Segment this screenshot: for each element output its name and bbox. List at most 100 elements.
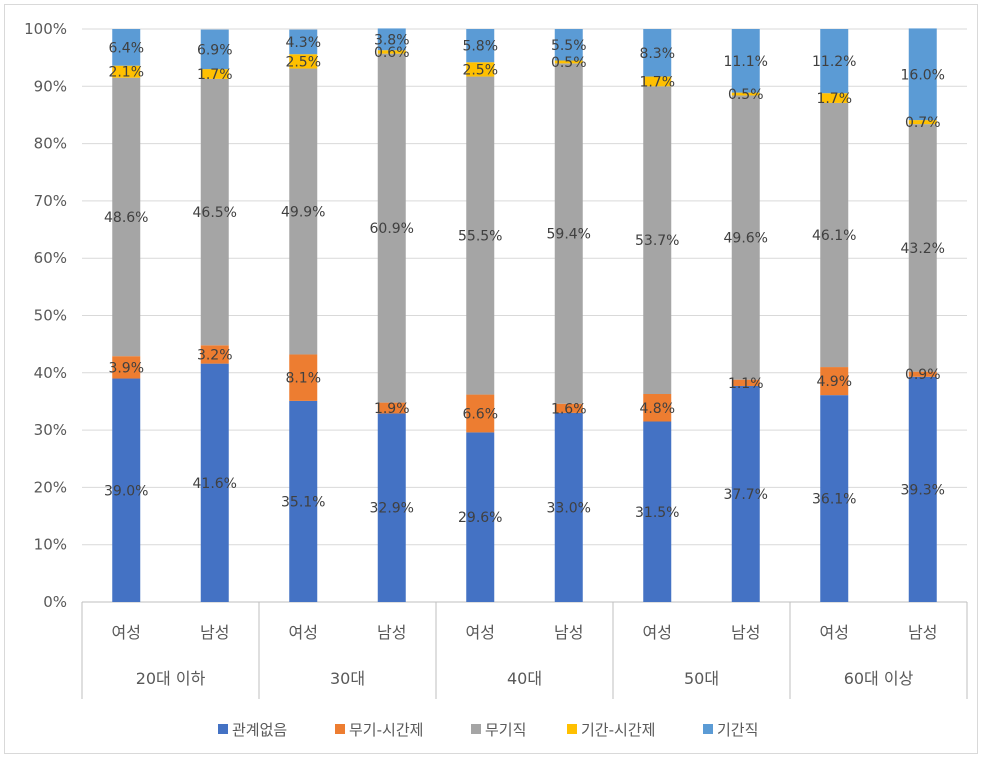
data-label: 5.5% [551,38,587,54]
x-category-label: 남성 [377,623,406,642]
bar-segment [731,379,760,386]
data-label: 37.7% [724,487,768,503]
legend-swatch [567,724,577,734]
data-label: 39.0% [104,483,148,499]
bar-segment [200,363,229,602]
bar-segment [200,69,229,79]
x-group-label: 60대 이상 [844,669,914,688]
data-label: 2.1% [108,65,144,81]
data-label: 31.5% [635,505,679,521]
bar-segment [643,76,672,87]
legend: 관계없음 무기-시간제 무기직 기간-시간제 기간직 [218,721,758,739]
legend-swatch [218,724,228,734]
data-label: 55.5% [458,229,502,245]
bar-segment [466,394,495,433]
legend-label: 무기직 [485,721,526,739]
bar-segment [820,29,849,94]
data-label: 3.9% [108,360,144,376]
data-label: 11.1% [724,54,768,70]
bar-segment [377,413,406,602]
data-label: 1.7% [816,91,852,107]
bar-segment [112,356,141,379]
y-axis-tick-labels: 0% 10% 20% 30% 40% 50% 60% 70% 80% 90% 100% [24,20,67,611]
x-category-label: 남성 [200,623,229,642]
bar-segment [112,378,141,602]
data-label: 1.7% [639,74,675,90]
bar-segment [112,29,141,66]
bar-segment [554,60,583,64]
bar-segment [731,29,760,93]
bar-segment [908,28,937,121]
y-tick-label: 10% [34,536,67,554]
bars [112,28,937,602]
bar-segment [820,395,849,602]
data-label: 2.5% [462,62,498,78]
bar-segment [820,93,849,103]
bar-segment [643,394,672,422]
bar-segment [466,29,495,63]
data-label: 53.7% [635,233,679,249]
data-label: 16.0% [901,67,945,83]
data-label: 3.2% [197,347,233,363]
x-category-label: 남성 [908,623,937,642]
bar-segment [554,403,583,413]
data-label: 3.8% [374,32,410,48]
data-label: 1.7% [197,67,233,83]
x-group-label: 30대 [330,669,365,688]
bar-segment [200,29,229,70]
data-label: 4.8% [639,401,675,417]
data-label: 1.1% [728,376,764,392]
y-tick-label: 20% [34,478,67,496]
bar-segment [112,65,141,78]
data-label: 0.5% [728,87,764,103]
bar-segment [908,124,937,372]
bar-segment [289,400,318,602]
x-category-label: 남성 [554,623,583,642]
y-tick-label: 60% [34,249,67,267]
bar-segment [289,54,318,69]
x-category-label: 여성 [112,623,141,642]
bar-segment [731,92,760,96]
bar-segment [200,78,229,346]
data-label: 41.6% [193,476,237,492]
bar-segment [643,421,672,602]
bar-segment [377,53,406,403]
x-group-label: 40대 [507,669,542,688]
bar-segment [908,376,937,602]
x-category-label: 여성 [289,623,318,642]
bar-segment [908,371,937,377]
data-label: 35.1% [281,494,325,510]
data-label: 29.6% [458,510,502,526]
data-label: 49.9% [281,205,325,221]
data-label: 2.5% [285,54,321,70]
x-category-label: 여성 [466,623,495,642]
data-label: 33.0% [547,500,591,516]
bar-segment [112,77,141,357]
bar-segment [377,28,406,51]
data-label: 6.9% [197,42,233,58]
data-label: 4.9% [816,374,852,390]
y-tick-label: 50% [34,307,67,325]
x-category-label: 남성 [731,623,760,642]
data-labels: 39.0% 3.9% 48.6% 2.1% 6.4% 41.6% 3.2% 46.5% 1.7%… [104,32,945,526]
data-label: 39.3% [901,482,945,498]
data-label: 46.5% [193,205,237,221]
data-label: 11.2% [812,54,856,70]
legend-swatch [471,724,481,734]
legend-swatch [335,724,345,734]
data-label: 1.6% [551,401,587,417]
data-label: 32.9% [370,501,414,517]
bar-segment [820,367,849,396]
x-group-label: 50대 [684,669,719,688]
legend-label: 기간-시간제 [581,721,655,739]
bar-segment [731,385,760,602]
bar-segment [731,95,760,380]
legend-label: 무기-시간제 [349,721,423,739]
bar-segment [554,29,583,61]
data-label: 59.4% [547,227,591,243]
data-label: 60.9% [370,221,414,237]
bar-segment [289,354,318,401]
x-category-label: 여성 [643,623,672,642]
